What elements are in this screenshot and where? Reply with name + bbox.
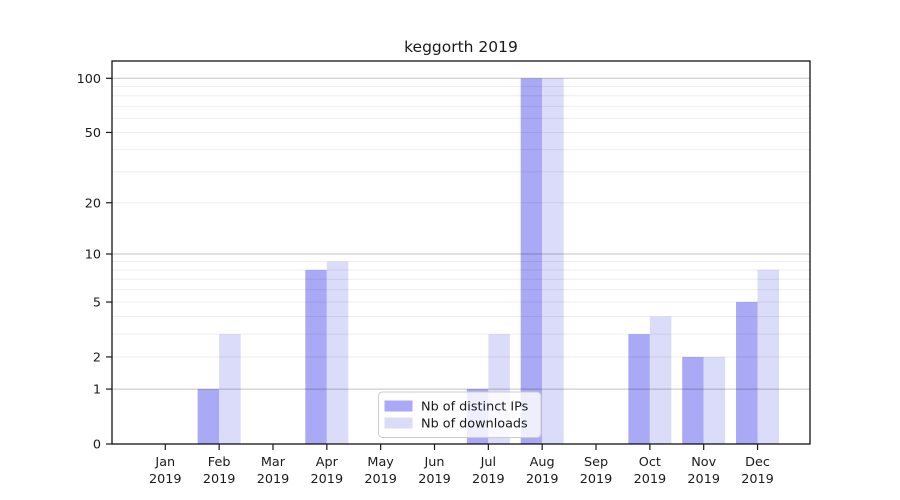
x-tick-label-year: 2019 bbox=[526, 472, 559, 487]
x-tick-label-month: Oct bbox=[639, 455, 661, 470]
x-tick-label-year: 2019 bbox=[580, 472, 613, 487]
x-tick-label-month: Nov bbox=[691, 455, 716, 470]
bar-distinct-ips-apr bbox=[305, 269, 327, 444]
y-tick-label: 10 bbox=[85, 247, 101, 262]
bar-distinct-ips-nov bbox=[682, 356, 704, 444]
x-tick-label-year: 2019 bbox=[149, 472, 182, 487]
x-tick-label-month: Aug bbox=[530, 455, 555, 470]
bar-downloads-oct bbox=[649, 316, 672, 444]
bar-distinct-ips-aug bbox=[520, 78, 543, 445]
legend-label-downloads: Nb of downloads bbox=[421, 417, 528, 432]
bar-distinct-ips-oct bbox=[628, 334, 650, 444]
x-tick-label-month: Jul bbox=[480, 455, 496, 470]
legend-swatch-downloads bbox=[384, 417, 413, 429]
x-tick-label-month: Apr bbox=[316, 455, 339, 470]
x-tick-label-year: 2019 bbox=[311, 472, 344, 487]
y-tick-label: 20 bbox=[85, 196, 101, 211]
x-tick-label-year: 2019 bbox=[634, 472, 667, 487]
y-tick-label: 1 bbox=[93, 383, 101, 398]
x-tick-label-year: 2019 bbox=[687, 472, 720, 487]
legend-swatch-distinct-ips bbox=[384, 400, 413, 412]
x-tick-label-year: 2019 bbox=[364, 472, 397, 487]
y-tick-label: 100 bbox=[77, 72, 101, 87]
plot-border bbox=[111, 60, 811, 445]
bar-downloads-aug bbox=[542, 78, 564, 445]
x-tick-label-year: 2019 bbox=[257, 472, 290, 487]
x-tick-label-year: 2019 bbox=[472, 472, 505, 487]
bar-downloads-apr bbox=[326, 261, 349, 444]
bar-downloads-nov bbox=[703, 356, 726, 444]
x-tick-label-year: 2019 bbox=[418, 472, 451, 487]
y-tick-label: 2 bbox=[93, 350, 101, 365]
x-tick-label-month: Dec bbox=[745, 455, 770, 470]
x-tick-label-month: Jun bbox=[424, 455, 445, 470]
x-tick-label-month: May bbox=[367, 455, 394, 470]
y-tick-label: 50 bbox=[85, 126, 101, 141]
chart-title: keggorth 2019 bbox=[404, 38, 518, 56]
y-tick-label: 0 bbox=[93, 438, 101, 453]
legend-box bbox=[378, 391, 542, 438]
legend-label-distinct-ips: Nb of distinct IPs bbox=[421, 400, 529, 415]
x-tick-label-month: Mar bbox=[261, 455, 286, 470]
bar-distinct-ips-dec bbox=[736, 302, 758, 444]
x-tick-label-month: Jan bbox=[154, 455, 175, 470]
x-tick-label-year: 2019 bbox=[203, 472, 236, 487]
bar-downloads-dec bbox=[757, 269, 780, 444]
bar-distinct-ips-feb bbox=[197, 389, 220, 444]
x-tick-label-month: Feb bbox=[208, 455, 231, 470]
x-tick-label-year: 2019 bbox=[741, 472, 774, 487]
bar-downloads-feb bbox=[219, 334, 241, 444]
y-tick-label: 5 bbox=[93, 296, 101, 311]
x-tick-label-month: Sep bbox=[584, 455, 608, 470]
